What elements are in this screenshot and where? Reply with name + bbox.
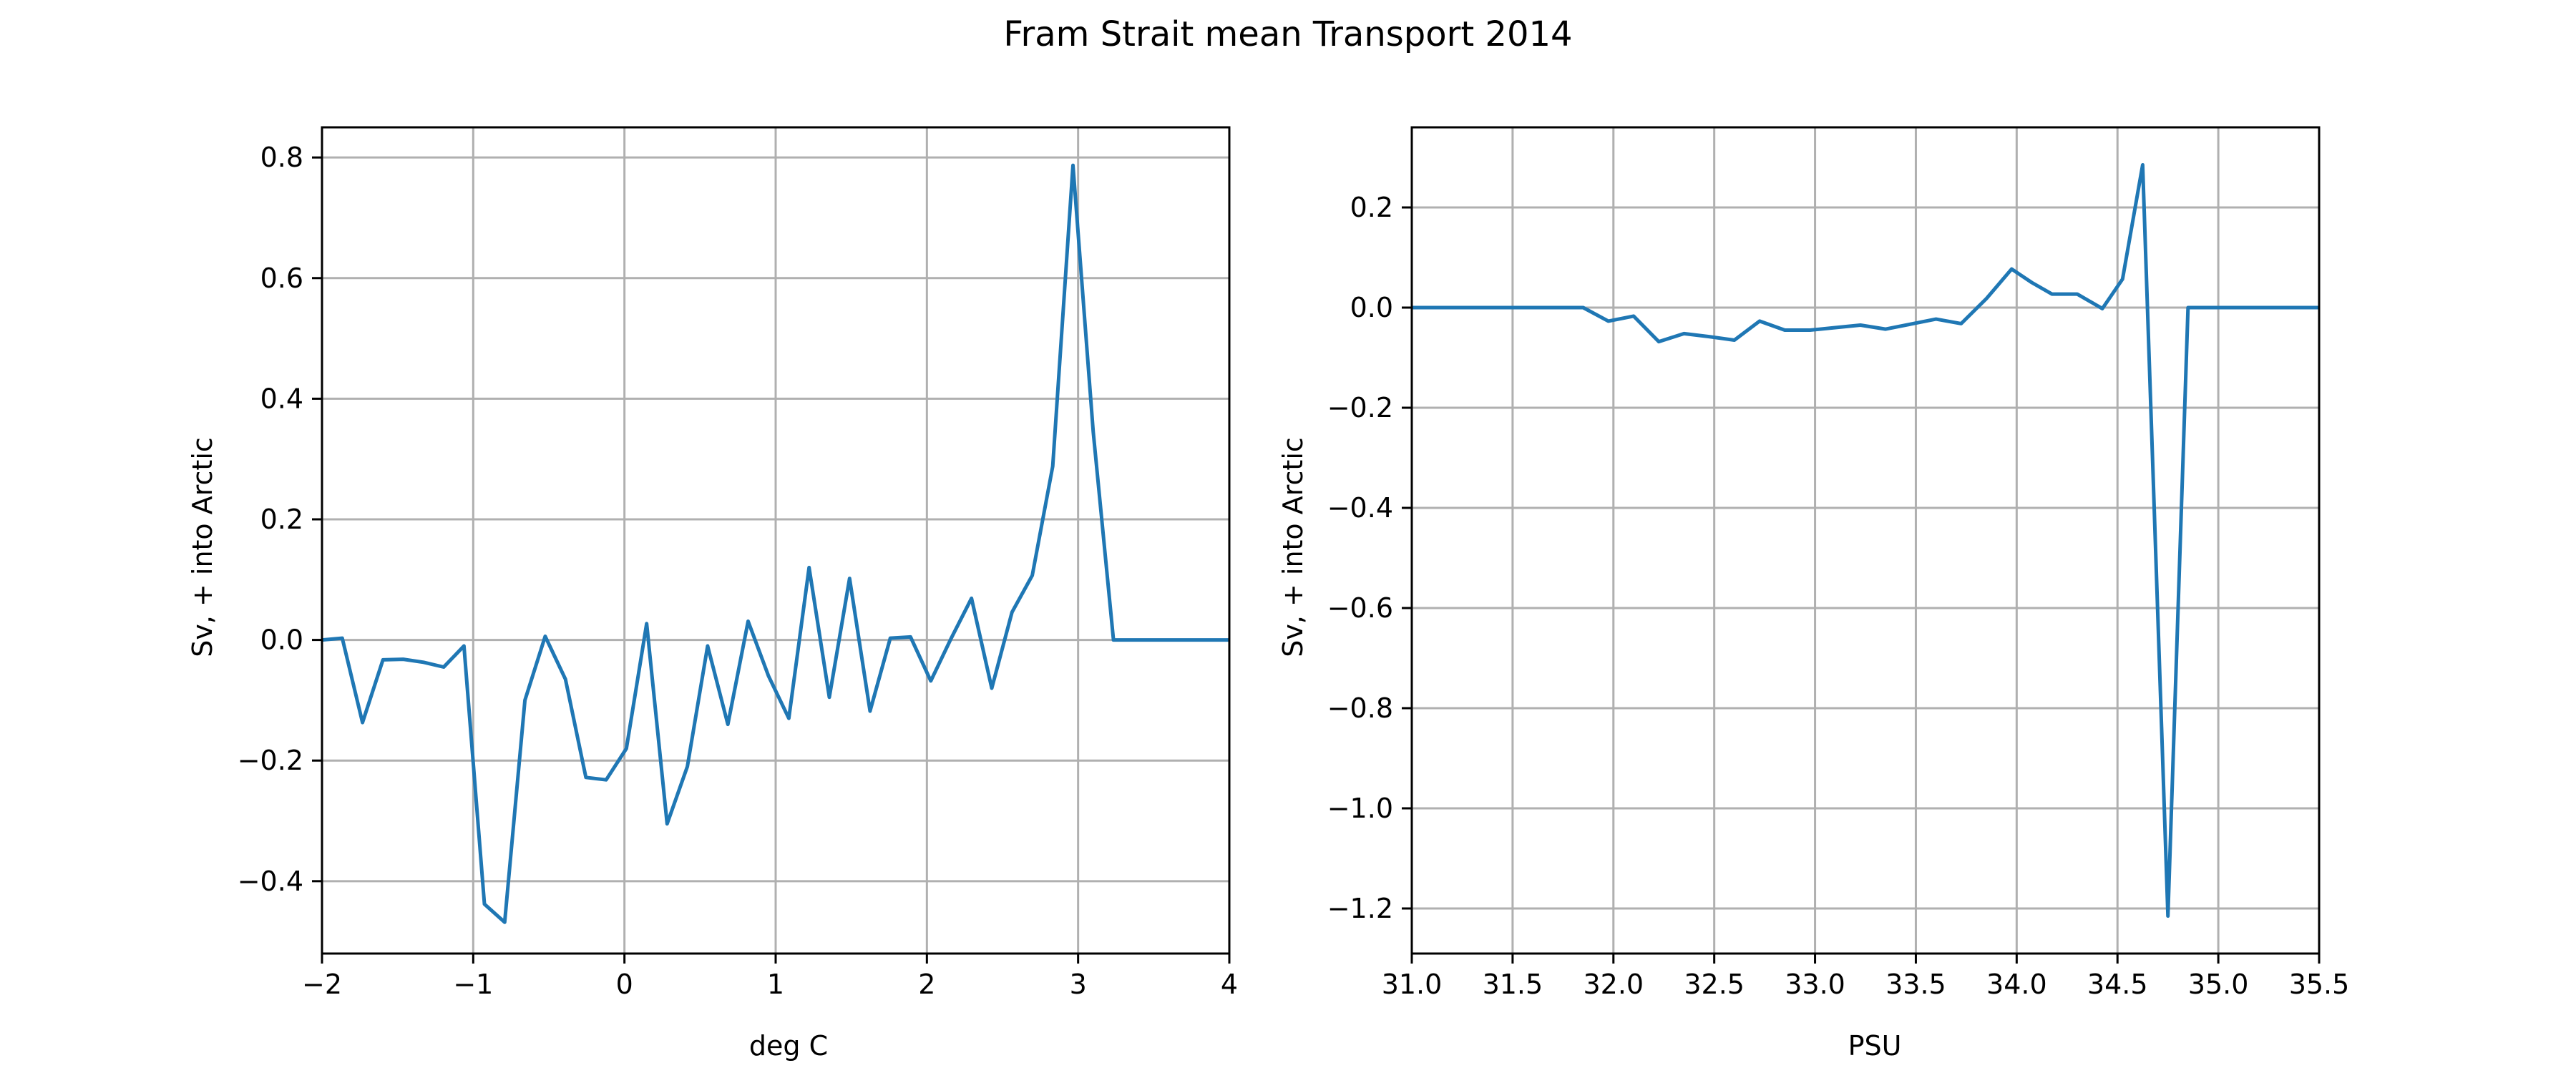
- salinity-x-tick-label: 32.0: [1583, 969, 1644, 1000]
- temperature-series-line: [322, 163, 1229, 924]
- salinity-axes-frame: [1410, 126, 2321, 955]
- salinity-series-line: [1412, 163, 2319, 918]
- salinity-grid: [1410, 127, 2321, 954]
- temperature-y-tick-label: 0.6: [260, 263, 303, 294]
- temperature-x-tick-label: 2: [918, 969, 935, 1000]
- salinity-y-tick-label: −0.4: [1327, 492, 1393, 524]
- temperature-panel: deg C Sv, + into Arctic −2 −1 0 1 2 3 4 −0.4 −0.…: [187, 126, 1238, 1062]
- salinity-x-tick-label: 32.5: [1684, 969, 1745, 1000]
- temperature-x-tick-label: −2: [302, 969, 342, 1000]
- temperature-y-tick-label: 0.8: [260, 142, 303, 173]
- salinity-x-tick-label: 35.0: [2188, 969, 2249, 1000]
- salinity-y-tick-label: 0.2: [1350, 192, 1393, 223]
- temperature-y-axis-label: Sv, + into Arctic: [187, 437, 218, 657]
- salinity-panel: PSU Sv, + into Arctic 31.0 31.5 32.0 32.5 33…: [1277, 126, 2350, 1062]
- salinity-x-axis-label: PSU: [1848, 1030, 1902, 1062]
- salinity-x-tick-label: 34.0: [1986, 969, 2047, 1000]
- temperature-x-tick-label: 4: [1221, 969, 1238, 1000]
- temperature-x-tick-label: 3: [1070, 969, 1087, 1000]
- temperature-y-tick-label: −0.2: [238, 745, 303, 776]
- salinity-x-tick-label: 33.5: [1885, 969, 1946, 1000]
- temperature-x-tick-label: 0: [616, 969, 633, 1000]
- salinity-y-tick-label: −0.8: [1327, 692, 1393, 724]
- temperature-y-tick-label: 0.0: [260, 624, 303, 656]
- temperature-y-tick-label: 0.4: [260, 383, 303, 414]
- salinity-x-tick-label: 35.5: [2289, 969, 2350, 1000]
- salinity-x-tick-label: 33.0: [1785, 969, 1845, 1000]
- temperature-y-tick-label: −0.4: [238, 866, 303, 897]
- salinity-x-tick-label: 34.5: [2087, 969, 2148, 1000]
- salinity-x-tick-label: 31.0: [1382, 969, 1443, 1000]
- figure-title: Fram Strait mean Transport 2014: [1003, 14, 1572, 54]
- temperature-x-axis-label: deg C: [749, 1030, 828, 1062]
- salinity-y-tick-label: −1.2: [1327, 893, 1393, 924]
- salinity-y-tick-label: 0.0: [1350, 292, 1393, 323]
- salinity-y-tick-label: −0.2: [1327, 392, 1393, 423]
- temperature-y-tick-label: 0.2: [260, 504, 303, 535]
- temperature-x-tick-label: 1: [767, 969, 784, 1000]
- salinity-x-tick-label: 31.5: [1483, 969, 1543, 1000]
- temperature-x-tick-label: −1: [453, 969, 493, 1000]
- salinity-y-axis-label: Sv, + into Arctic: [1277, 437, 1309, 657]
- salinity-y-tick-label: −1.0: [1327, 793, 1393, 824]
- salinity-y-tick-label: −0.6: [1327, 592, 1393, 624]
